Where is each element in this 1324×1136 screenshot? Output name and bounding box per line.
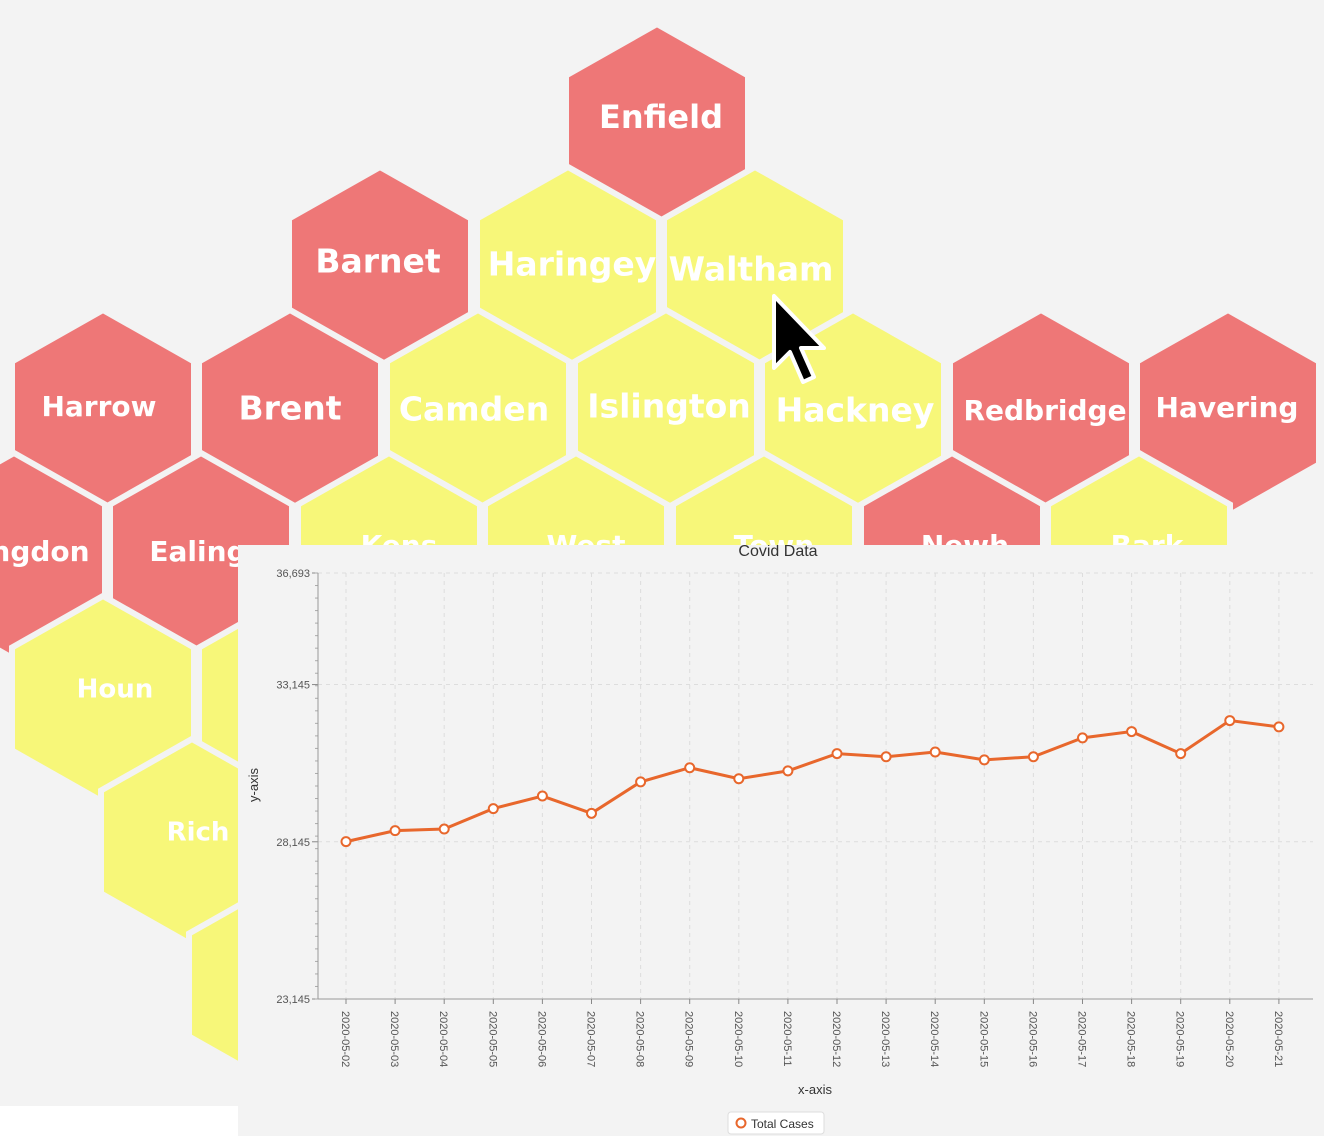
hex-havering[interactable]: Havering [1134, 306, 1322, 520]
hex-redbridge[interactable]: Redbridge [947, 306, 1135, 520]
data-point[interactable] [1027, 751, 1039, 763]
data-point[interactable] [1175, 748, 1187, 760]
x-tick-label: 2020-05-04 [437, 1011, 449, 1067]
x-tick-label: 2020-05-19 [1174, 1011, 1186, 1067]
data-point[interactable] [782, 765, 794, 777]
x-tick-label: 2020-05-12 [830, 1011, 842, 1067]
data-point[interactable] [389, 825, 401, 837]
bottom-white-strip [0, 1106, 238, 1136]
x-tick-label: 2020-05-15 [977, 1011, 989, 1067]
series-line-total-cases [345, 719, 1280, 844]
hex-label: Brent [238, 389, 341, 428]
legend-marker-icon [735, 1117, 747, 1129]
hex-islington[interactable]: Islington [572, 306, 760, 520]
y-axis-title: y-axis [246, 768, 261, 802]
x-tick-label: 2020-05-18 [1125, 1011, 1137, 1067]
covid-line-chart: Covid Data 36,693 33,145 28,145 23,145 2020-0… [246, 545, 1313, 1135]
x-tick-label: 2020-05-05 [486, 1011, 498, 1067]
legend-box [727, 1111, 825, 1135]
y-tick-label: 23,145 [276, 994, 310, 1006]
data-point[interactable] [1273, 721, 1285, 733]
data-point[interactable] [1126, 726, 1138, 738]
data-point[interactable] [880, 751, 892, 763]
hex-camden[interactable]: Camden [384, 306, 572, 520]
data-point[interactable] [635, 776, 647, 788]
mouse-pointer-icon [772, 294, 826, 384]
x-tick-label: 2020-05-16 [1026, 1011, 1038, 1067]
data-point[interactable] [1077, 732, 1088, 744]
x-tick-label: 2020-05-13 [879, 1011, 891, 1067]
data-point[interactable] [733, 773, 745, 785]
x-axis-title: x-axis [798, 1082, 832, 1097]
hex-label: Barnet [315, 242, 441, 281]
x-tick-label: 2020-05-14 [928, 1011, 940, 1067]
hex-barnet[interactable]: Barnet [286, 163, 474, 377]
data-point[interactable] [487, 803, 499, 815]
data-point[interactable] [438, 823, 450, 835]
x-tick-label: 2020-05-10 [732, 1011, 744, 1067]
x-tick-label: 2020-05-11 [781, 1011, 793, 1066]
hex-label: Havering [1156, 391, 1299, 424]
x-tick-label: 2020-05-08 [634, 1011, 646, 1067]
data-point[interactable] [536, 790, 548, 802]
data-point[interactable] [684, 762, 696, 774]
hex-label: Redbridge [963, 394, 1126, 427]
hex-label: Harrow [41, 390, 156, 423]
x-tick-label: 2020-05-03 [388, 1011, 400, 1067]
x-tick-label: 2020-05-09 [683, 1011, 695, 1067]
y-tick-label: 33,145 [276, 680, 310, 692]
x-tick-label: 2020-05-20 [1223, 1011, 1235, 1067]
chart-title: Covid Data [738, 545, 817, 560]
hex-label: Ealing [149, 535, 246, 568]
x-tick-label: 2020-05-07 [585, 1011, 597, 1067]
hex-label: Hackney [776, 391, 935, 430]
data-point[interactable] [929, 746, 941, 758]
y-tick-label: 28,145 [276, 837, 310, 849]
hex-label: Waltham [669, 250, 834, 289]
data-point[interactable] [1224, 715, 1236, 727]
data-point[interactable] [340, 836, 352, 848]
hex-label: Enfield [599, 98, 723, 136]
legend-label: Total Cases [751, 1117, 814, 1131]
x-tick-label: 2020-05-17 [1076, 1011, 1088, 1067]
hex-label: Haringey [488, 245, 656, 284]
hex-label: ngdon [0, 535, 90, 568]
hex-label: Islington [587, 387, 751, 426]
data-point[interactable] [831, 748, 843, 760]
x-tick-label: 2020-05-02 [339, 1011, 351, 1067]
data-point[interactable] [978, 754, 990, 766]
data-point[interactable] [586, 807, 597, 819]
hex-label: Camden [399, 390, 549, 429]
hex-label: Houn [77, 675, 154, 705]
y-tick-label: 36,693 [276, 568, 310, 580]
chart-panel: Covid Data 36,693 33,145 28,145 23,145 2020-0… [238, 545, 1324, 1136]
hex-label: Rich [167, 818, 230, 848]
x-tick-label: 2020-05-21 [1272, 1011, 1284, 1067]
legend[interactable]: Total Cases [727, 1111, 825, 1135]
x-tick-label: 2020-05-06 [535, 1011, 547, 1067]
